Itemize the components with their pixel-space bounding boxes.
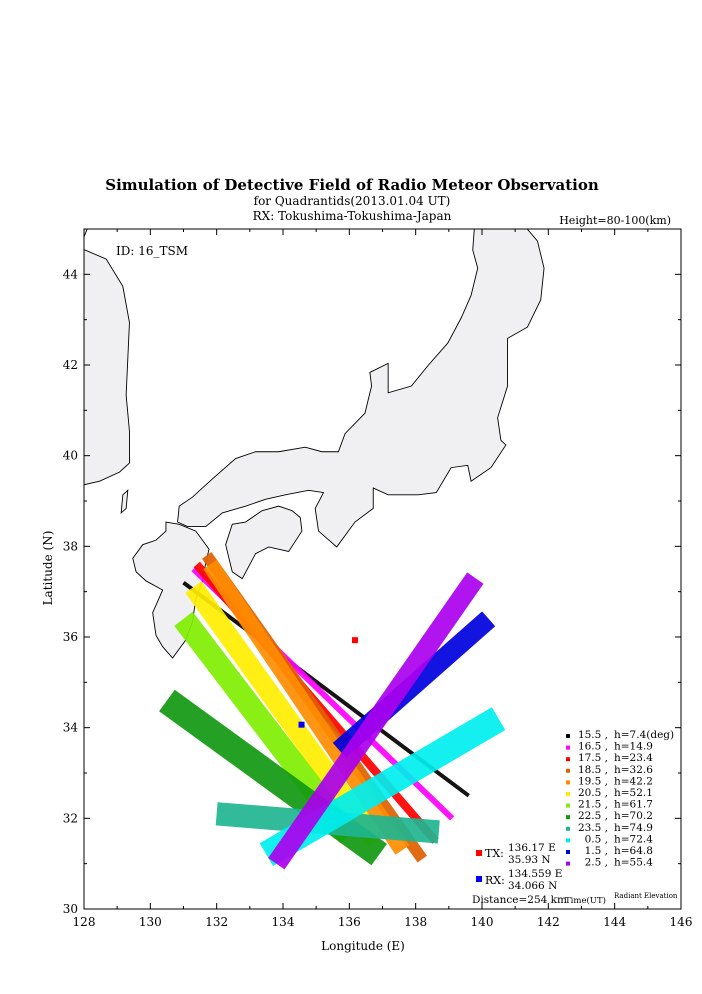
x-tick-label: 146: [670, 915, 693, 929]
station-info: TX: 136.17 E 35.93 N RX: 134.559 E 34.06…: [472, 842, 678, 906]
legend-time: 19.5 ,: [578, 775, 608, 787]
height-note: Height=80-100(km): [559, 214, 671, 227]
receiver-subtitle: RX: Tokushima-Tokushima-Japan: [253, 209, 452, 223]
id-label: ID: 16_TSM: [116, 244, 188, 258]
legend-elevation: h=72.4: [614, 833, 653, 845]
series-band-11: [268, 572, 484, 870]
rx-legend-label: RX:: [485, 874, 505, 887]
series-layer: [159, 552, 506, 870]
series-band-4: [203, 559, 410, 855]
legend-time: 0.5 ,: [585, 833, 608, 845]
legend-time: 18.5 ,: [578, 764, 608, 776]
landmass-korea: [84, 229, 129, 494]
legend-elevation: h=42.2: [614, 775, 653, 787]
landmass-hokkaido: [478, 1, 664, 189]
legend-elevation: h=32.6: [614, 764, 653, 776]
legend-time: 15.5 ,: [578, 729, 608, 741]
tx-longitude: 136.17 E: [508, 842, 556, 854]
x-tick-label: 140: [471, 915, 494, 929]
legend-time: 16.5 ,: [578, 741, 608, 753]
legend-swatch: [566, 826, 570, 831]
y-tick-label: 36: [63, 630, 78, 644]
rx-longitude: 134.559 E: [508, 868, 562, 880]
tx-marker: [351, 637, 358, 644]
time-header: Time(UT): [565, 895, 606, 906]
y-tick-label: 42: [63, 358, 78, 372]
x-tick-label: 128: [73, 915, 96, 929]
legend-swatch: [566, 850, 570, 854]
legend-swatch: [566, 861, 570, 866]
legend-time: 2.5 ,: [585, 857, 608, 869]
legend: 15.5 , h=7.4(deg) 16.5 , h=14.9 17.5 , h=23.4…: [566, 729, 674, 869]
y-tick-label: 32: [63, 811, 78, 825]
land-layer: [13, 0, 694, 658]
y-tick-label: 44: [63, 267, 79, 281]
legend-elevation: h=61.7: [614, 799, 653, 811]
tx-latitude: 35.93 N: [508, 854, 551, 866]
x-tick-label: 144: [603, 915, 626, 929]
legend-elevation: h=55.4: [614, 857, 653, 869]
legend-time: 23.5 ,: [578, 822, 608, 834]
landmass-shikoku: [226, 506, 302, 579]
x-tick-label: 138: [404, 915, 427, 929]
y-tick-label: 34: [63, 721, 79, 735]
distance-label: Distance=254 km: [472, 894, 567, 906]
x-tick-label: 142: [537, 915, 560, 929]
legend-time: 17.5 ,: [578, 752, 608, 764]
axis-ticks: 128 130 132 134 136 138 140 142 144 146 30 32 34 36 38…: [63, 228, 693, 929]
y-axis-label: Latitude (N): [41, 531, 55, 606]
x-tick-label: 134: [272, 915, 295, 929]
legend-elevation: h=7.4(deg): [614, 729, 674, 741]
legend-elevation: h=14.9: [614, 741, 653, 753]
legend-swatch: [566, 815, 570, 820]
landmass-honshu: [178, 229, 544, 547]
legend-elevation: h=74.9: [614, 822, 653, 834]
chart-subtitle: for Quadrantids(2013.01.04 UT): [254, 194, 451, 208]
tx-legend-label: TX:: [485, 847, 504, 860]
legend-swatch: [566, 757, 570, 762]
rx-legend-swatch: [476, 876, 482, 882]
x-tick-label: 136: [338, 915, 361, 929]
radiant-header: Radiant Elevation: [614, 892, 678, 900]
legend-swatch: [566, 768, 570, 773]
legend-swatch: [566, 745, 570, 750]
x-tick-label: 132: [205, 915, 228, 929]
chart-title: Simulation of Detective Field of Radio M…: [105, 176, 599, 194]
legend-swatch: [566, 734, 570, 738]
rx-latitude: 34.066 N: [508, 880, 557, 892]
x-axis-label: Longitude (E): [321, 939, 405, 953]
landmass-kuril: [667, 62, 694, 85]
tx-legend-swatch: [476, 850, 482, 856]
landmass-mainland: [13, 0, 461, 150]
legend-time: 22.5 ,: [578, 810, 608, 822]
legend-swatch: [566, 803, 570, 808]
legend-elevation: h=23.4: [614, 752, 653, 764]
series-band-6: [174, 611, 359, 844]
x-tick-label: 130: [139, 915, 162, 929]
legend-elevation: h=52.1: [614, 787, 653, 799]
y-tick-label: 38: [63, 539, 78, 553]
legend-swatch: [566, 838, 570, 843]
legend-elevation: h=70.2: [614, 810, 653, 822]
legend-elevation: h=64.8: [614, 845, 653, 857]
series-band-9: [259, 707, 506, 866]
legend-swatch: [566, 780, 570, 785]
landmass-tsushima: [121, 490, 128, 513]
legend-time: 1.5 ,: [585, 845, 608, 857]
y-tick-label: 40: [63, 449, 78, 463]
rx-marker: [298, 721, 305, 728]
legend-time: 20.5 ,: [578, 787, 608, 799]
y-tick-label: 30: [63, 902, 78, 916]
legend-swatch: [566, 792, 570, 796]
legend-time: 21.5 ,: [578, 799, 608, 811]
